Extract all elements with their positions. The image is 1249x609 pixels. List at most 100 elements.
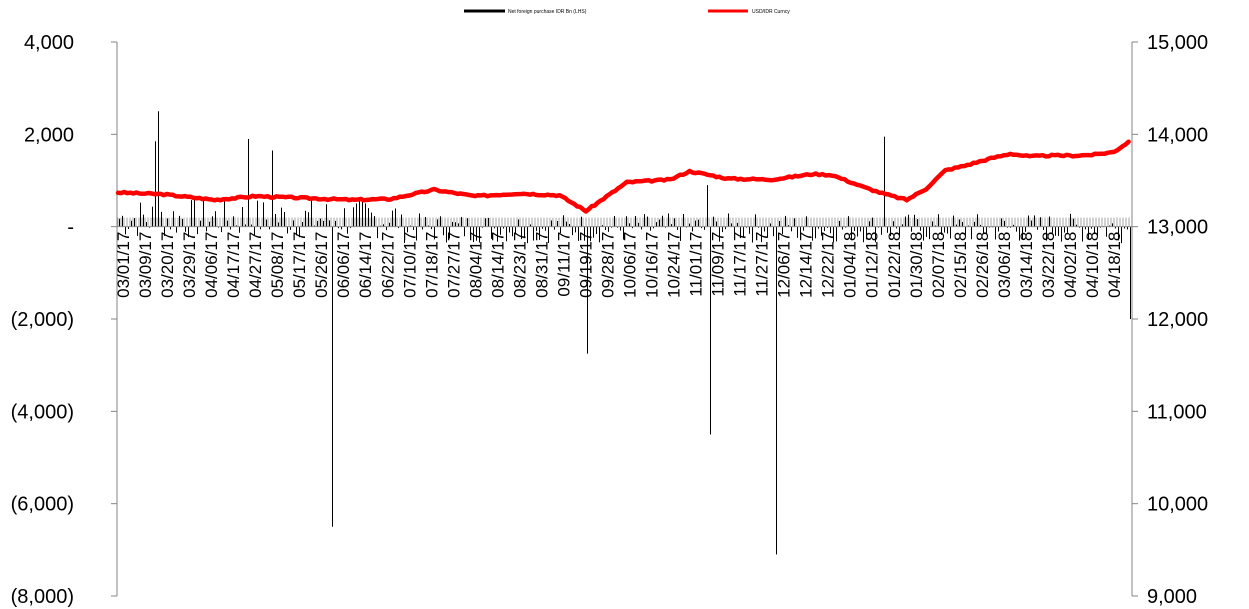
bar: [392, 210, 393, 227]
bar: [455, 222, 456, 227]
bar: [578, 226, 579, 241]
bar: [431, 226, 432, 230]
bar: [953, 215, 954, 227]
bar: [797, 226, 798, 238]
bar: [449, 226, 450, 239]
bar: [137, 226, 138, 236]
bar: [452, 221, 453, 227]
bar: [509, 226, 510, 233]
bar: [737, 222, 738, 227]
bar: [197, 226, 198, 235]
bar: [287, 226, 288, 234]
bar: [635, 215, 636, 227]
legend-label-bars: Net foreign purchase IDR Bn (LHS): [508, 9, 587, 15]
bar: [140, 202, 141, 227]
bar: [956, 224, 957, 227]
bar: [437, 219, 438, 227]
bar: [590, 226, 591, 242]
right-tick-label: 14,000: [1147, 124, 1208, 146]
bar: [1127, 226, 1128, 230]
bar: [281, 207, 282, 227]
bar: [1028, 215, 1029, 227]
bar: [302, 222, 303, 227]
bar: [764, 226, 765, 232]
bar: [800, 226, 801, 233]
bar: [209, 221, 210, 227]
bar: [395, 208, 396, 227]
bar: [752, 226, 753, 243]
bar: [362, 200, 363, 227]
bar: [356, 203, 357, 227]
bar: [803, 226, 804, 231]
bar: [785, 215, 786, 227]
bar: [461, 217, 462, 227]
x-tick-label: 04/10/18: [1083, 232, 1102, 298]
left-tick-label: (6,000): [11, 494, 74, 516]
x-tick-label: 05/26/17: [312, 232, 331, 298]
bar: [518, 219, 519, 227]
bar: [323, 220, 324, 227]
x-tick-label: 10/16/17: [643, 232, 662, 298]
bar: [914, 214, 915, 227]
bar: [473, 226, 474, 243]
bar: [1049, 216, 1050, 227]
bar: [488, 217, 489, 227]
bar: [1112, 223, 1113, 227]
bar: [986, 226, 987, 234]
bar: [671, 224, 672, 227]
bar: [557, 220, 558, 227]
x-tick-label: 01/22/18: [885, 232, 904, 298]
x-tick-label: 05/17/17: [290, 232, 309, 298]
left-tick-label: 2,000: [24, 124, 74, 146]
bar: [164, 226, 165, 236]
bar: [608, 226, 609, 232]
bar: [458, 223, 459, 227]
bar: [443, 226, 444, 236]
bar: [575, 226, 576, 233]
bar: [152, 206, 153, 227]
bar: [1076, 224, 1077, 227]
bar: [266, 219, 267, 227]
bar: [227, 220, 228, 227]
bar: [1094, 226, 1095, 234]
bar: [1004, 220, 1005, 227]
bar: [1022, 226, 1023, 239]
bar: [131, 220, 132, 227]
bar: [521, 226, 522, 240]
bar: [581, 216, 582, 227]
bar: [500, 226, 501, 235]
x-tick-labels: 03/01/17 03/09/17 03/20/17 03/29/17 04/06/17…: [114, 232, 1124, 298]
bar: [869, 221, 870, 227]
bar: [293, 220, 294, 227]
x-tick-label: 11/27/17: [753, 232, 772, 297]
bar: [419, 213, 420, 227]
bar: [668, 213, 669, 227]
bar: [827, 226, 828, 228]
bar: [1088, 226, 1089, 239]
bar: [662, 215, 663, 227]
usd-idr-line: [115, 139, 1131, 214]
bar-series: [119, 111, 1131, 555]
bar: [335, 220, 336, 227]
bar: [182, 218, 183, 227]
bar: [389, 222, 390, 227]
bar: [206, 226, 207, 232]
bar: [923, 226, 924, 241]
legend-label-line: USD/IDR Curncy: [752, 9, 790, 15]
x-tick-label: 07/10/17: [400, 232, 419, 298]
bar: [311, 199, 312, 227]
x-tick-label: 04/17/17: [224, 232, 243, 298]
bar: [995, 226, 996, 240]
bar: [386, 226, 387, 231]
bar: [440, 216, 441, 227]
x-tick-label: 10/24/17: [665, 232, 684, 298]
bar: [698, 219, 699, 227]
bar: [965, 226, 966, 235]
bar: [422, 226, 423, 230]
bar: [926, 226, 927, 237]
x-tick-label: 03/22/18: [1039, 232, 1058, 298]
legend: Net foreign purchase IDR Bn (LHS) USD/ID…: [464, 9, 790, 15]
x-tick-label: 04/06/17: [202, 232, 221, 298]
bar: [917, 219, 918, 227]
x-tick-label: 11/17/17: [731, 232, 750, 297]
